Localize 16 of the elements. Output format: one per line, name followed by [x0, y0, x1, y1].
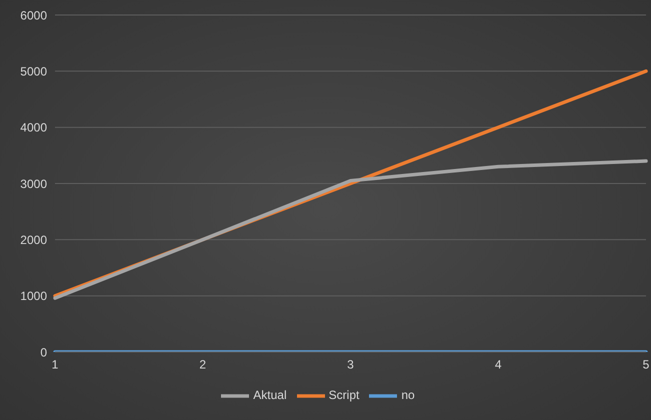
legend-label: Aktual	[253, 388, 287, 402]
x-tick-label: 5	[642, 358, 650, 372]
y-tick-label: 4000	[20, 120, 48, 135]
line-series	[53, 159, 648, 300]
y-tick-label: 2000	[20, 232, 48, 247]
x-tick-label: 1	[52, 358, 59, 372]
x-tick-label: 4	[494, 358, 502, 372]
y-tick-label: 3000	[20, 176, 48, 191]
y-tick-label: 1000	[20, 289, 48, 304]
legend-label: Script	[328, 388, 360, 402]
x-tick-label: 2	[199, 358, 206, 372]
legend-label: no	[401, 388, 415, 402]
y-tick-label: 5000	[20, 64, 48, 78]
y-tick-label: 0	[40, 345, 48, 360]
y-tick-label: 6000	[20, 8, 48, 22]
x-tick-label: 3	[347, 358, 354, 372]
